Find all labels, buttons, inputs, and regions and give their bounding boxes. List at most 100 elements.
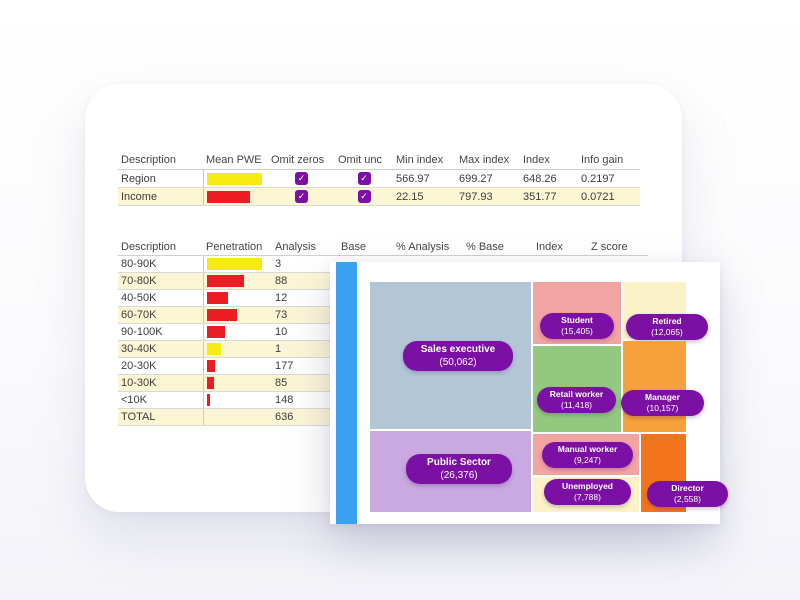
label-value: (9,247) <box>574 455 601 465</box>
label-name: Manager <box>645 391 680 402</box>
value-cell-index: 648.26 <box>523 172 557 185</box>
pt-header-row: Description Penetration Analysis Base % Anal… <box>118 239 648 256</box>
mean-pwe-bar <box>207 190 250 203</box>
penetration-bar-cell <box>203 341 272 357</box>
treemap-label-director: Director (2,558) <box>647 481 728 507</box>
treemap-label-public-sector: Public Sector (26,376) <box>406 454 512 484</box>
penetration-bar-cell <box>203 307 272 323</box>
mean-pwe-bar-cell <box>203 188 268 205</box>
column-header-mean-pwe: Mean PWE <box>206 153 262 166</box>
variables-table: Description Mean PWE Omit zeros Omit unc Min… <box>118 150 640 206</box>
label-value: (15,405) <box>561 326 593 336</box>
label-name: Retired <box>652 315 682 326</box>
treemap-label-retail-worker: Retail worker (11,418) <box>537 387 616 413</box>
penetration-bar-cell <box>203 273 272 289</box>
description-cell: 60-70K <box>121 309 157 321</box>
checkbox-checked[interactable]: ✓ <box>295 172 308 185</box>
penetration-bar <box>207 258 262 270</box>
penetration-bar-cell <box>203 290 272 306</box>
description-cell: 70-80K <box>121 275 157 287</box>
description-cell: 80-90K <box>121 258 157 270</box>
column-header-index: Index <box>536 241 563 253</box>
analysis-cell: 85 <box>275 377 288 389</box>
analysis-cell: 636 <box>275 411 294 423</box>
label-value: (26,376) <box>440 470 478 481</box>
value-cell-info-gain: 0.0721 <box>581 190 615 203</box>
description-cell: 10-30K <box>121 377 157 389</box>
analysis-cell: 148 <box>275 394 294 406</box>
row-income[interactable]: Income ✓ ✓ 22.15 797.93 351.77 0.0721 <box>118 188 640 206</box>
column-header-description: Description <box>121 241 177 253</box>
penetration-bar <box>207 326 225 338</box>
penetration-bar-cell <box>203 256 272 272</box>
analysis-cell: 12 <box>275 292 288 304</box>
label-value: (7,788) <box>574 492 601 502</box>
penetration-bar-cell <box>203 324 272 340</box>
column-header-omit-unc: Omit unc <box>338 153 383 166</box>
column-header-z-score: Z score <box>591 241 628 253</box>
description-cell: Region <box>121 172 156 185</box>
analysis-cell: 177 <box>275 360 294 372</box>
penetration-bar <box>207 309 237 321</box>
penetration-bar <box>207 394 210 406</box>
analysis-cell: 3 <box>275 258 282 270</box>
column-header-omit-zeros: Omit zeros <box>271 153 325 166</box>
treemap-card: Sales executive (50,062) Public Sector (26,… <box>330 262 728 524</box>
accent-stripe <box>336 262 357 524</box>
penetration-bar <box>207 360 215 372</box>
checkbox-checked[interactable]: ✓ <box>295 190 308 203</box>
treemap-label-retired: Retired (12,065) <box>626 314 708 340</box>
treemap-chart: Sales executive (50,062) Public Sector (26,… <box>370 282 728 512</box>
column-header-min-index: Min index <box>396 153 444 166</box>
omit-zeros-cell: ✓ <box>268 170 335 187</box>
penetration-bar-cell <box>203 392 272 408</box>
omit-unc-cell: ✓ <box>335 170 393 187</box>
treemap-label-unemployed: Unemployed (7,788) <box>544 479 631 505</box>
penetration-bar <box>207 275 244 287</box>
analysis-cell: 1 <box>275 343 282 355</box>
label-value: (2,558) <box>674 494 701 504</box>
label-value: (10,157) <box>646 403 679 413</box>
label-name: Student <box>561 314 593 325</box>
column-header-info-gain: Info gain <box>581 153 624 166</box>
analysis-cell: 73 <box>275 309 288 321</box>
value-cell-index: 351.77 <box>523 190 557 203</box>
label-value: (50,062) <box>439 357 477 368</box>
mean-pwe-bar <box>207 172 262 185</box>
description-cell: TOTAL <box>121 411 156 423</box>
label-value: (12,065) <box>651 327 683 337</box>
column-header-max-index: Max index <box>459 153 510 166</box>
column-header-penetration: Penetration <box>206 241 263 253</box>
checkbox-checked[interactable]: ✓ <box>357 172 371 185</box>
column-header-analysis: % Analysis <box>396 241 450 253</box>
omit-zeros-cell: ✓ <box>268 188 335 205</box>
treemap-label-manager: Manager (10,157) <box>621 390 704 416</box>
column-header-analysis: Analysis <box>275 241 316 253</box>
label-name: Manual worker <box>557 443 618 454</box>
column-header-base: % Base <box>466 241 504 253</box>
value-cell-min-index: 566.97 <box>396 172 430 185</box>
description-cell: <10K <box>121 394 147 406</box>
treemap-block-manager[interactable] <box>623 341 686 432</box>
label-name: Unemployed <box>561 480 613 491</box>
label-name: Sales executive <box>420 344 496 355</box>
treemap-label-student: Student (15,405) <box>540 313 614 339</box>
penetration-bar <box>207 377 214 389</box>
mean-pwe-bar-cell <box>203 170 268 187</box>
value-cell-min-index: 22.15 <box>396 190 424 203</box>
penetration-bar-cell <box>203 358 272 374</box>
label-name: Director <box>671 482 704 493</box>
description-cell: 90-100K <box>121 326 163 338</box>
value-cell-info-gain: 0.2197 <box>581 172 615 185</box>
description-cell: Income <box>121 190 158 203</box>
penetration-bar-cell <box>203 409 272 425</box>
label-name: Retail worker <box>549 388 604 399</box>
omit-unc-cell: ✓ <box>335 188 393 205</box>
description-cell: 20-30K <box>121 360 157 372</box>
penetration-bar <box>207 343 221 355</box>
row-region[interactable]: Region ✓ ✓ 566.97 699.27 648.26 0.2197 <box>118 170 640 188</box>
column-header-base: Base <box>341 241 367 253</box>
penetration-bar-cell <box>203 375 272 391</box>
checkbox-checked[interactable]: ✓ <box>357 190 371 203</box>
vt-header-row: Description Mean PWE Omit zeros Omit unc Min… <box>118 150 640 170</box>
